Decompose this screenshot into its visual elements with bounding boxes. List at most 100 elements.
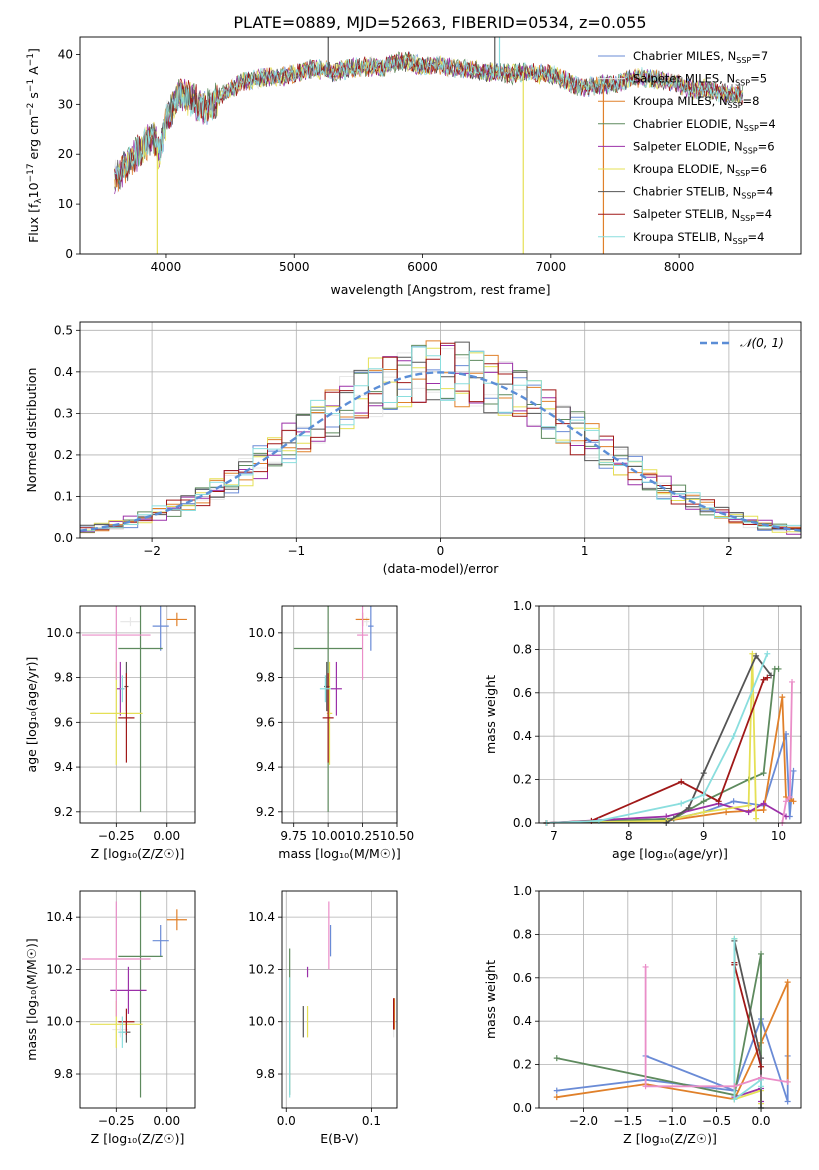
y-tick-label: 9.8 bbox=[54, 671, 73, 685]
y-tick-label: 1.0 bbox=[513, 599, 532, 613]
residuals-panel: −2 −1 0 1 2 0.0 0.1 0.2 0.3 0.4 0.5 𝒩(0, 1) (data-mo… bbox=[24, 321, 802, 576]
mass-vs-metallicity-panel: −0.25 0.00 9.8 10.0 10.2 10.4 Z [log₁₀(Z/Z☉)] m… bbox=[24, 890, 196, 1146]
x-tick-label: 9.75 bbox=[280, 829, 307, 843]
histogram-series bbox=[80, 346, 801, 532]
x-axis-label: Z [log₁₀(Z/Z☉)] bbox=[623, 1131, 717, 1146]
weight-marker bbox=[723, 809, 730, 816]
axes-frame bbox=[79, 890, 196, 1109]
axes-frame bbox=[79, 36, 802, 255]
y-tick-label: 0.4 bbox=[54, 365, 73, 379]
y-tick-label: 0.0 bbox=[54, 531, 73, 545]
y-tick-label: 10.2 bbox=[46, 962, 73, 976]
weight-series-line bbox=[645, 1055, 735, 1092]
figure-title: PLATE=0889, MJD=52663, FIBERID=0534, z=0… bbox=[233, 13, 646, 32]
weight-marker bbox=[760, 806, 767, 813]
weight-marker bbox=[790, 767, 797, 774]
weight-marker bbox=[758, 950, 765, 957]
legend-count: =6 bbox=[758, 139, 775, 153]
y-tick-label: 0.4 bbox=[513, 729, 532, 743]
y-tick-label: 0.2 bbox=[54, 448, 73, 462]
x-tick-label: 10 bbox=[771, 829, 786, 843]
y-label-part: −1 bbox=[26, 53, 36, 66]
x-tick-label: 0 bbox=[437, 544, 445, 558]
weight-marker bbox=[758, 1063, 765, 1070]
x-tick-label: 10.25 bbox=[345, 829, 379, 843]
y-label-part: λ bbox=[34, 198, 44, 204]
x-axis-label: (data-model)/error bbox=[383, 561, 500, 576]
y-axis-label: mass weight bbox=[483, 960, 498, 1039]
x-tick-label: 5000 bbox=[279, 260, 310, 274]
y-axis-label: Flux [fλ10−17 erg cm−2 s−1 A−1] bbox=[26, 48, 44, 243]
age-vs-mass-panel: 9.75 10.00 10.25 10.50 9.2 9.4 9.6 9.8 10.0 mass … bbox=[248, 605, 414, 861]
weight-marker bbox=[764, 674, 771, 681]
x-tick-label: 4000 bbox=[151, 260, 182, 274]
x-tick-label: −0.5 bbox=[702, 1114, 731, 1128]
y-tick-label: 9.2 bbox=[54, 805, 73, 819]
y-tick-label: 0.3 bbox=[54, 406, 73, 420]
legend-entry: Salpeter MILES, NSSP=5 bbox=[633, 72, 767, 88]
weight-series-line bbox=[546, 668, 779, 823]
y-label-part: −1 bbox=[26, 79, 36, 92]
legend-subscript: SSP bbox=[735, 169, 750, 178]
y-tick-label: 10.0 bbox=[248, 1015, 275, 1029]
weight-marker bbox=[700, 791, 707, 798]
y-tick-label: 9.4 bbox=[256, 760, 275, 774]
weight-series-line bbox=[556, 953, 762, 1108]
y-tick-label: 0.2 bbox=[513, 773, 532, 787]
x-axis-label: Z [log₁₀(Z/Z☉)] bbox=[91, 1131, 185, 1146]
weight-marker bbox=[553, 1087, 560, 1094]
legend-entry: Chabrier MILES, NSSP=7 bbox=[633, 49, 768, 65]
weight-marker bbox=[731, 935, 738, 942]
weight-marker bbox=[753, 652, 760, 659]
y-tick-label: 10 bbox=[58, 197, 73, 211]
x-tick-label: −2.0 bbox=[569, 1114, 598, 1128]
y-label-part: 10 bbox=[26, 182, 41, 198]
y-label-part: A bbox=[26, 66, 41, 79]
legend-subscript: SSP bbox=[744, 124, 759, 133]
x-tick-label: 6000 bbox=[407, 260, 438, 274]
weight-marker bbox=[764, 650, 771, 657]
axes-frame bbox=[281, 605, 398, 824]
x-tick-label: 0.0 bbox=[277, 1114, 296, 1128]
y-label-part: −17 bbox=[26, 163, 36, 182]
x-axis-label: Z [log₁₀(Z/Z☉)] bbox=[91, 846, 185, 861]
legend-entry: 𝒩(0, 1) bbox=[740, 336, 784, 350]
spectrum-line bbox=[114, 53, 744, 190]
x-tick-label: 0.00 bbox=[153, 1114, 180, 1128]
legend-entry: Salpeter ELODIE, NSSP=6 bbox=[633, 139, 775, 155]
legend-subscript: SSP bbox=[741, 192, 756, 201]
legend-entry: Chabrier ELODIE, NSSP=4 bbox=[633, 117, 776, 133]
weight-series-line bbox=[546, 653, 769, 823]
y-tick-label: 40 bbox=[58, 47, 73, 61]
x-tick-label: 7 bbox=[550, 829, 558, 843]
legend-count: =4 bbox=[755, 207, 772, 221]
axes-frame bbox=[281, 890, 398, 1109]
weight-marker bbox=[758, 1074, 765, 1081]
weight-marker bbox=[730, 798, 737, 805]
legend-count: =6 bbox=[750, 162, 767, 176]
y-tick-label: 0.2 bbox=[513, 1058, 532, 1072]
legend-entry: Kroupa STELIB, NSSP=4 bbox=[633, 230, 764, 246]
y-label-part: ] bbox=[26, 48, 41, 53]
legend-count: =5 bbox=[750, 72, 767, 86]
mass-vs-ebv-panel: 0.0 0.1 9.8 10.0 10.2 10.4 E(B-V) bbox=[248, 890, 398, 1146]
x-tick-label: 0.1 bbox=[362, 1114, 381, 1128]
y-label-part: −2 bbox=[26, 103, 36, 116]
weight-marker bbox=[753, 815, 760, 822]
x-tick-label: 8000 bbox=[664, 260, 695, 274]
y-tick-label: 9.8 bbox=[256, 1067, 275, 1081]
y-tick-label: 10.4 bbox=[248, 910, 275, 924]
x-tick-label: −1.0 bbox=[658, 1114, 687, 1128]
y-label-part: s bbox=[26, 92, 41, 103]
weight-marker bbox=[784, 1078, 791, 1085]
y-tick-label: 1.0 bbox=[513, 884, 532, 898]
weight-series-line bbox=[781, 681, 793, 823]
legend-subscript: SSP bbox=[743, 146, 758, 155]
axes-frame bbox=[538, 890, 802, 1109]
axes-frame bbox=[79, 605, 196, 824]
y-axis-label: age [log₁₀(age/yr)] bbox=[24, 657, 39, 773]
y-tick-label: 10.0 bbox=[248, 626, 275, 640]
x-tick-label: 10.00 bbox=[311, 829, 345, 843]
y-tick-label: 10.2 bbox=[248, 962, 275, 976]
legend-entry: Kroupa ELODIE, NSSP=6 bbox=[633, 162, 767, 178]
